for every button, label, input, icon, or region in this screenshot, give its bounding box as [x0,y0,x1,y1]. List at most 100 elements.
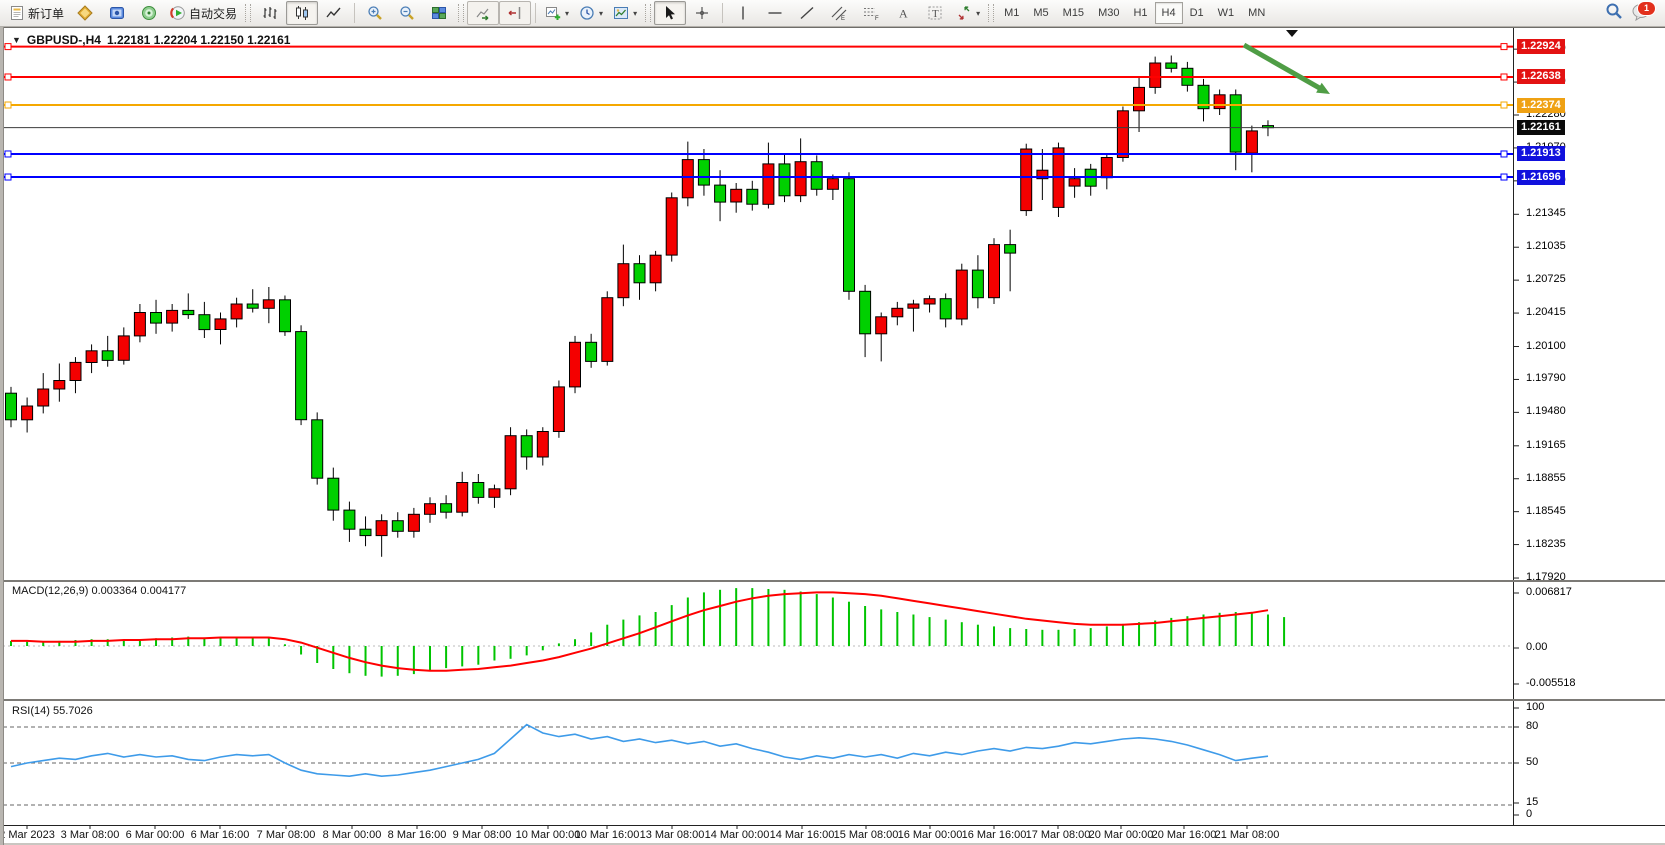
auto-scroll-button[interactable] [467,1,500,25]
crosshair-icon [694,5,710,21]
time-axis-label: 10 Mar 16:00 [574,829,640,841]
price-axis-separator [1513,28,1514,825]
price-axis-label: 1.19480 [1526,405,1566,417]
price-axis-label: 1.19165 [1526,439,1566,451]
new-order-button[interactable]: 新订单 [4,1,69,25]
toolbar-grip [458,4,465,22]
tline-icon [799,5,815,21]
macd-axis-label: 0.006817 [1526,586,1572,598]
horizontal-line-button[interactable] [759,1,791,25]
chart-title-dropdown-icon[interactable]: ▼ [12,35,21,45]
time-axis-label: 14 Mar 16:00 [769,829,835,841]
templates-icon [613,5,629,21]
trend-line-button[interactable] [791,1,823,25]
candlestick-chart-button[interactable] [286,1,319,25]
periods-button[interactable]: ▾ [574,1,608,25]
price-axis-label: 1.20415 [1526,306,1566,318]
toolbar-separator [722,3,724,23]
time-axis-label: 17 Mar 08:00 [1025,829,1091,841]
cursor-icon [662,5,678,21]
timeframe-m30[interactable]: M30 [1098,7,1120,19]
auto-scroll-icon [475,5,491,21]
market-watch-icon [77,5,93,21]
bar-chart-button[interactable] [254,1,286,25]
zoom-in-button[interactable] [359,1,391,25]
rsi-indicator-label: RSI(14) 55.7026 [12,705,93,717]
chevron-down-icon[interactable]: ▾ [565,8,570,18]
hline-price-tag: 1.22374 [1517,98,1565,113]
rsi-axis-label: 80 [1526,720,1539,732]
main-toolbar: 新订单 自动交易 ▾ ▾ ▾ E F A T ▾ M1 M5 M15 M30 H1 H4 D1 W1 MN 1 [0,0,1665,27]
timeframe-w1[interactable]: W1 [1217,7,1235,19]
hline-price-tag: 1.21913 [1517,146,1565,161]
macd-axis-label: -0.005518 [1526,677,1576,689]
vertical-line-button[interactable] [727,1,759,25]
zoom-out-icon [399,5,415,21]
hline-price-tag: 1.22638 [1517,69,1565,84]
text-button[interactable]: A [887,1,919,25]
tile-icon [431,5,447,21]
indicators-button[interactable]: ▾ [540,1,574,25]
toolbar-grip [988,4,995,22]
market-watch-button[interactable] [69,1,101,25]
zoom-out-button[interactable] [391,1,423,25]
time-axis-line [0,825,1665,826]
arrows-button[interactable]: ▾ [951,1,985,25]
hline-icon [767,5,783,21]
toolbar-separator [354,3,356,23]
price-axis-label: 1.21345 [1526,207,1566,219]
timeframe-m1[interactable]: M1 [1004,7,1020,19]
data-window-icon [109,5,125,21]
candles-icon [294,5,310,21]
chevron-down-icon[interactable]: ▾ [633,8,638,18]
autotrading-button[interactable]: 自动交易 [165,1,242,25]
fibo-icon: F [863,5,879,21]
chevron-down-icon[interactable]: ▾ [599,8,604,18]
timeframe-m15[interactable]: M15 [1062,7,1085,19]
timeframe-group: M1 M5 M15 M30 H1 H4 D1 W1 MN [997,2,1272,24]
tile-windows-button[interactable] [423,1,455,25]
timeframe-h4[interactable]: H4 [1154,2,1183,24]
search-icon[interactable] [1605,2,1623,25]
time-axis-label: 13 Mar 08:00 [639,829,705,841]
timeframe-h1[interactable]: H1 [1133,7,1148,19]
toolbar-grip [245,4,252,22]
chart-title: ▼ GBPUSD-,H4 1.22181 1.22204 1.22150 1.2… [12,33,290,47]
macd-panel-divider[interactable] [0,580,1665,582]
data-window-button[interactable] [101,1,133,25]
toolbar-grip [645,4,652,22]
rsi-axis-label: 100 [1526,701,1545,713]
line-chart-icon [326,5,342,21]
price-axis-label: 1.20100 [1526,340,1566,352]
signals-button[interactable] [133,1,165,25]
notification-badge: 1 [1637,1,1656,16]
notifications-icon[interactable]: 1 [1631,1,1656,23]
macd-indicator-label: MACD(12,26,9) 0.003364 0.004177 [12,585,187,597]
chart-shift-button[interactable] [499,1,532,25]
time-axis-label: 8 Mar 16:00 [387,829,447,841]
macd-axis-label: 0.00 [1526,641,1548,653]
bar-chart-icon [262,5,278,21]
chevron-down-icon[interactable]: ▾ [976,8,981,18]
equidistant-channel-button[interactable]: E [823,1,855,25]
chart-shift-icon [507,5,523,21]
window-bottom-edge [0,843,1665,845]
crosshair-button[interactable] [686,1,718,25]
textT-icon: T [927,5,943,21]
timeframe-d1[interactable]: D1 [1189,7,1204,19]
timeframe-mn[interactable]: MN [1248,7,1266,19]
chart-symbol-period: GBPUSD-,H4 [26,33,101,47]
new-order-button-label: 新订单 [28,6,65,21]
rsi-panel-divider[interactable] [0,699,1665,701]
text-label-button[interactable]: T [919,1,951,25]
price-axis-label: 1.21035 [1526,240,1566,252]
time-axis-label: 2 Mar 2023 [0,829,55,841]
cursor-button[interactable] [654,1,687,25]
timeframe-m5[interactable]: M5 [1033,7,1049,19]
line-chart-button[interactable] [318,1,350,25]
time-axis-label: 6 Mar 00:00 [125,829,185,841]
svg-text:E: E [841,16,845,21]
templates-button[interactable]: ▾ [608,1,642,25]
fibonacci-button[interactable]: F [855,1,887,25]
time-axis-label: 9 Mar 08:00 [452,829,512,841]
